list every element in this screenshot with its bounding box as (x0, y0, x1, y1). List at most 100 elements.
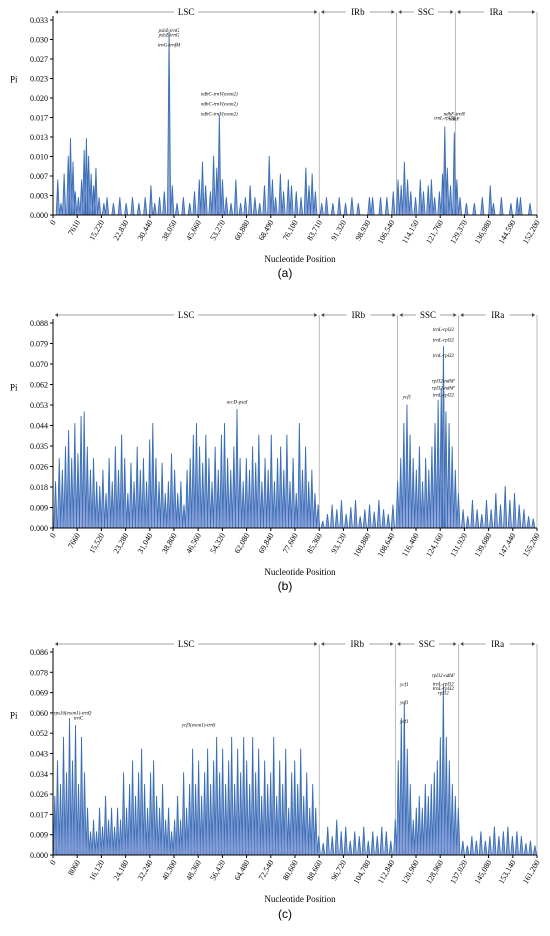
region-label: IRb (352, 310, 366, 320)
region-arrow-left (55, 642, 58, 646)
x-tick-label: 108,640 (376, 532, 397, 559)
x-tick-label: 23,280 (112, 532, 131, 556)
region-arrow-right (392, 313, 396, 317)
x-tick-label: 45,660 (184, 219, 203, 243)
peak-annotation: ycf3(exon1)-trnS (181, 723, 216, 728)
region-label-bg (346, 310, 371, 319)
y-axis-label: Pi (10, 75, 18, 85)
region-arrow-left (460, 642, 464, 646)
x-tick-label: 145,080 (473, 859, 494, 886)
region-arrow-right (314, 642, 318, 646)
peak-annotation: ycf1 (402, 396, 411, 401)
y-tick-label: 0.027 (30, 55, 48, 64)
y-tick-label: 0.088 (30, 319, 48, 328)
x-tick-label: 114,150 (400, 219, 421, 246)
x-tick-label: 152,200 (521, 219, 542, 246)
region-label: IRb (350, 639, 364, 649)
region-label: LSC (178, 310, 195, 320)
region-label-bg (484, 7, 509, 16)
y-tick-label: 0.044 (30, 422, 48, 431)
peak-annotation: rpl32-ndhF (432, 386, 456, 391)
x-tick-label: 7610 (66, 219, 82, 237)
peak-annotation: ndhF-trnN (444, 113, 466, 118)
chart-panel-1: LSC IRb SSC IRa 0.000 0.009 0.018 0.026 0.035 0.0… (10, 310, 542, 593)
x-axis-label: Nucleotide Position (264, 894, 336, 904)
x-tick-label: 48,360 (184, 859, 203, 883)
peak-annotation: rpl32 (438, 691, 449, 696)
x-tick-label: 131,920 (448, 532, 469, 559)
region-arrow-right (453, 642, 457, 646)
peak-annotation: trnC (74, 716, 84, 721)
x-tick-label: 128,960 (424, 859, 445, 886)
x-tick-label: 46,560 (184, 532, 203, 556)
y-tick-label: 0.010 (30, 153, 48, 162)
x-tick-label: 64,480 (233, 859, 252, 883)
peak-annotation: trnL-rpl32 (433, 339, 455, 344)
region-label-bg (413, 7, 438, 16)
x-tick-label: 22,830 (112, 219, 131, 243)
peak-annotation: ycf1 (399, 720, 408, 725)
region-arrow-left (321, 642, 325, 646)
region-label-bg (345, 7, 370, 16)
peak-annotation: trnL-rpl32 (433, 328, 455, 333)
region-arrow-left (55, 313, 58, 317)
x-tick-label: 161,200 (521, 859, 542, 886)
y-tick-label: 0.069 (30, 689, 48, 698)
y-tick-label: 0.017 (30, 114, 48, 123)
peak-annotation: trnL-rpl32 (433, 354, 455, 359)
x-tick-label: 62,080 (233, 532, 252, 556)
region-label: LSC (178, 639, 195, 649)
region-label-bg (414, 639, 439, 648)
region-arrow-right (391, 10, 395, 14)
peak-annotation: ndhC-trnV(exon2) (201, 103, 238, 108)
x-tick-label: 98,930 (354, 219, 373, 243)
region-arrow-right (314, 313, 318, 317)
y-tick-label: 0.035 (30, 442, 48, 451)
peak-annotation: psbZ-trnG (158, 29, 180, 34)
region-label: SSC (419, 639, 435, 649)
region-label-bg (174, 7, 199, 16)
x-tick-label: 68,490 (257, 219, 276, 243)
region-label: IRb (351, 7, 365, 17)
x-tick-label: 0 (48, 532, 58, 540)
y-tick-label: 0.007 (30, 172, 48, 181)
x-tick-label: 38,800 (160, 532, 179, 556)
x-tick-label: 147,440 (497, 532, 518, 559)
region-arrow-left (460, 313, 464, 317)
peak-annotation: accD-psaI (227, 400, 248, 405)
y-axis-label: Pi (10, 383, 18, 393)
x-tick-label: 121,760 (424, 219, 445, 246)
x-tick-label: 96,720 (329, 859, 348, 883)
region-label: SSC (420, 310, 436, 320)
x-tick-label: 16,120 (87, 859, 106, 883)
region-arrow-left (399, 313, 403, 317)
x-tick-label: 139,680 (473, 532, 494, 559)
peak-annotation: trnL-rpl32 (434, 116, 456, 121)
x-tick-label: 31,040 (136, 532, 155, 556)
y-tick-label: 0.000 (30, 851, 48, 860)
region-arrow-left (398, 10, 402, 14)
x-tick-label: 76,100 (281, 219, 300, 243)
x-tick-label: 60,880 (233, 219, 252, 243)
peak-annotation: ndhF (449, 117, 461, 122)
y-tick-label: 0.023 (30, 75, 48, 84)
region-label-bg (174, 639, 199, 648)
x-tick-label: 8060 (66, 859, 82, 877)
y-tick-label: 0.009 (30, 831, 48, 840)
y-tick-label: 0.003 (30, 192, 48, 201)
x-tick-label: 0 (48, 219, 58, 227)
x-tick-label: 32,240 (136, 859, 155, 883)
region-arrow-left (55, 10, 58, 14)
peak-annotation: ndhC-trnV(exon2) (201, 93, 238, 98)
region-arrow-right (390, 642, 394, 646)
region-arrow-right (453, 313, 457, 317)
x-tick-label: 83,710 (305, 219, 324, 243)
x-tick-label: 104,780 (352, 859, 373, 886)
y-tick-label: 0.026 (30, 790, 48, 799)
region-arrow-left (397, 642, 401, 646)
peak-annotation: trnG-trnfM (158, 44, 181, 49)
x-axis-label: Nucleotide Position (264, 254, 336, 264)
pi-line (55, 31, 533, 216)
x-tick-label: 30,440 (136, 219, 155, 243)
